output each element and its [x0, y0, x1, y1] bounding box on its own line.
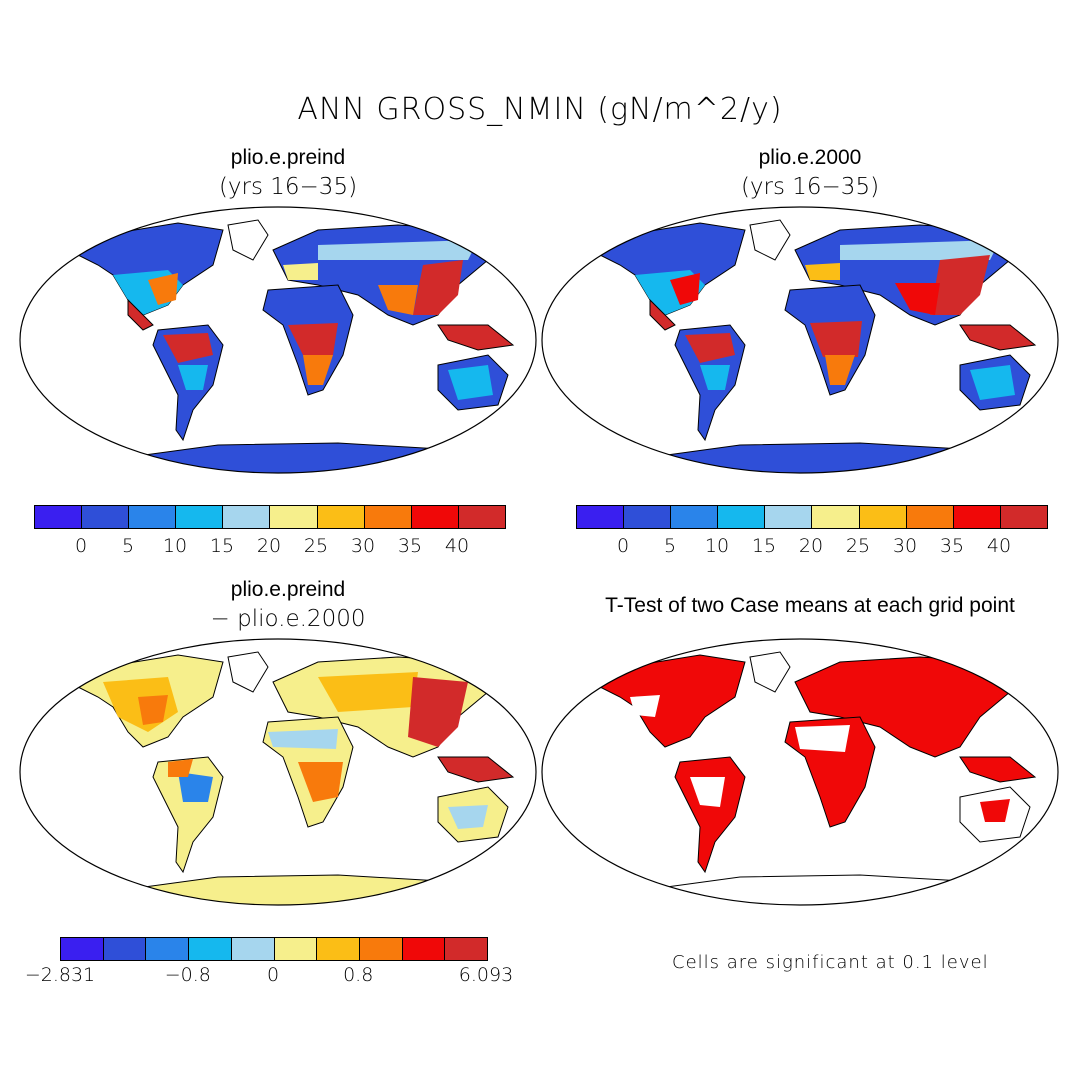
colorbar-cell — [765, 506, 813, 528]
colorbar-difference-labels: −2.831 −0.8 0 0.8 6.093 — [25, 964, 513, 988]
colorbar-tick-label: −0.8 — [164, 964, 211, 986]
colorbar-cell — [129, 506, 177, 528]
colorbar-tick-label: 25 — [845, 535, 871, 557]
colorbar-cell — [146, 938, 190, 960]
colorbar-cell — [445, 938, 488, 960]
colorbar-cell — [718, 506, 766, 528]
colorbar-cell — [577, 506, 625, 528]
map-t-test — [541, 638, 1059, 906]
map-difference — [19, 638, 537, 906]
colorbar-tick-label: 25 — [303, 535, 329, 557]
colorbar-tick-label: 35 — [939, 535, 965, 557]
colorbar-tick-label: 0 — [266, 964, 280, 986]
colorbar-cell — [176, 506, 224, 528]
colorbar-tick-label: 35 — [397, 535, 423, 557]
colorbar-difference — [60, 937, 488, 961]
colorbar-absolute-1 — [34, 505, 506, 529]
colorbar-tick-label: 40 — [986, 535, 1012, 557]
colorbar-tick-label: 20 — [256, 535, 282, 557]
colorbar-tick-label: 6.093 — [458, 964, 514, 986]
colorbar-tick-label: 30 — [892, 535, 918, 557]
colorbar-cell — [82, 506, 130, 528]
panel-4-title: T-Test of two Case means at each grid po… — [605, 594, 1015, 617]
colorbar-tick-label: 40 — [444, 535, 470, 557]
panel-3-title: plio.e.preind — [230, 578, 346, 601]
colorbar-tick-label: 0.8 — [343, 964, 374, 986]
panel-3-subtitle: − plio.e.2000 — [210, 606, 366, 632]
colorbar-cell — [189, 938, 232, 960]
colorbar-cell — [274, 938, 318, 960]
colorbar-tick-label: 20 — [798, 535, 824, 557]
colorbar-absolute-1-labels: 0 5 10 15 20 25 30 35 40 — [34, 535, 504, 559]
colorbar-tick-label: 10 — [704, 535, 730, 557]
colorbar-cell — [223, 506, 271, 528]
colorbar-tick-label: 5 — [663, 535, 677, 557]
significance-note: Cells are significant at 0.1 level — [672, 952, 989, 973]
colorbar-tick-label: −2.831 — [24, 964, 96, 986]
colorbar-tick-label: 15 — [209, 535, 235, 557]
colorbar-cell — [906, 506, 954, 528]
colorbar-cell — [61, 938, 104, 960]
colorbar-cell — [270, 506, 318, 528]
colorbar-tick-label: 0 — [74, 535, 88, 557]
panel-1-title: plio.e.preind — [230, 146, 346, 169]
colorbar-tick-label: 0 — [616, 535, 630, 557]
colorbar-cell — [458, 506, 505, 528]
colorbar-cell — [859, 506, 907, 528]
colorbar-tick-label: 10 — [162, 535, 188, 557]
colorbar-absolute-2-labels: 0 5 10 15 20 25 30 35 40 — [576, 535, 1046, 559]
colorbar-cell — [624, 506, 672, 528]
colorbar-cell — [103, 938, 147, 960]
colorbar-cell — [35, 506, 83, 528]
map-plio-e-2000 — [541, 206, 1059, 474]
colorbar-absolute-2 — [576, 505, 1048, 529]
panel-2-title: plio.e.2000 — [758, 146, 862, 169]
colorbar-cell — [411, 506, 459, 528]
colorbar-cell — [1000, 506, 1047, 528]
colorbar-cell — [317, 938, 360, 960]
panel-1-subtitle: (yrs 16−35) — [218, 174, 358, 200]
colorbar-tick-label: 30 — [350, 535, 376, 557]
colorbar-tick-label: 5 — [121, 535, 135, 557]
colorbar-cell — [231, 938, 275, 960]
panel-2-subtitle: (yrs 16−35) — [740, 174, 880, 200]
figure-title: ANN GROSS_NMIN (gN/m^2/y) — [297, 92, 783, 127]
colorbar-cell — [953, 506, 1001, 528]
map-plio-e-preind — [19, 206, 537, 474]
colorbar-cell — [359, 938, 403, 960]
colorbar-cell — [812, 506, 860, 528]
colorbar-cell — [671, 506, 719, 528]
colorbar-tick-label: 15 — [751, 535, 777, 557]
colorbar-cell — [364, 506, 412, 528]
colorbar-cell — [317, 506, 365, 528]
colorbar-cell — [402, 938, 446, 960]
